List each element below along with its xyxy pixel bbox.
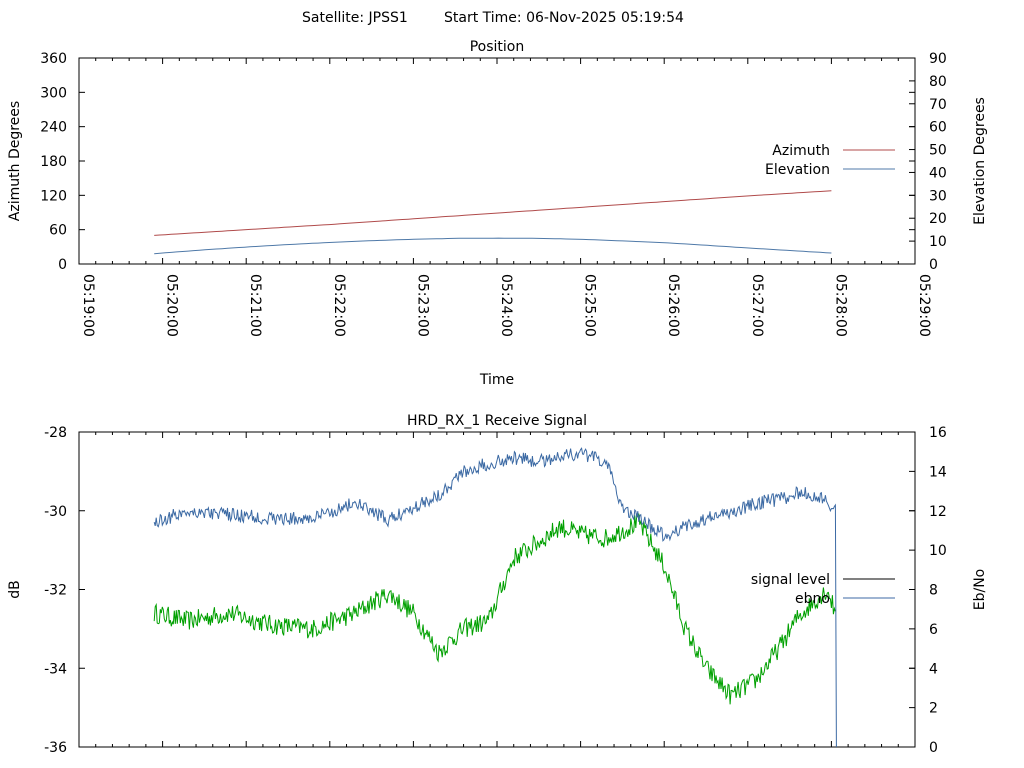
y-tick-label: -36 <box>44 740 67 756</box>
y2-tick-label: 10 <box>929 543 947 559</box>
x-tick-label: 05:28:00 <box>832 274 848 337</box>
y2-tick-label: 14 <box>929 464 947 480</box>
y2-axis-label: Elevation Degrees <box>972 97 988 225</box>
y-tick-label: -30 <box>44 504 67 520</box>
legend-label: Azimuth <box>772 143 830 159</box>
y2-tick-label: 0 <box>929 257 938 273</box>
y-tick-label: 180 <box>40 154 67 170</box>
y2-tick-label: 70 <box>929 97 947 113</box>
x-tick-label: 05:22:00 <box>331 274 347 337</box>
y2-tick-label: 30 <box>929 188 947 204</box>
x-tick-label: 05:26:00 <box>665 274 681 337</box>
y-tick-label: 60 <box>49 223 67 239</box>
y2-tick-label: 4 <box>929 661 938 677</box>
y2-tick-label: 50 <box>929 143 947 159</box>
y2-tick-label: 20 <box>929 211 947 227</box>
y-axis-label: dB <box>7 580 23 599</box>
y2-tick-label: 8 <box>929 583 938 599</box>
x-tick-label: 05:29:00 <box>916 274 932 337</box>
x-axis-label: Time <box>479 372 514 388</box>
y-tick-label: -32 <box>44 583 67 599</box>
series-line-elevation <box>154 237 832 255</box>
x-tick-label: 05:21:00 <box>247 274 263 337</box>
plot-frame <box>78 431 916 748</box>
y-tick-label: -34 <box>44 661 67 677</box>
y-tick-label: -28 <box>44 425 67 441</box>
header-satellite: Satellite: JPSS1 <box>302 10 408 26</box>
x-tick-label: 05:24:00 <box>498 274 514 337</box>
x-tick-label: 05:19:00 <box>80 274 96 337</box>
y2-tick-label: 16 <box>929 425 947 441</box>
y-tick-label: 0 <box>58 257 67 273</box>
y2-tick-label: 6 <box>929 622 938 638</box>
series-line-azimuth <box>154 190 832 236</box>
chart-title: Position <box>470 39 525 55</box>
x-tick-label: 05:20:00 <box>164 274 180 337</box>
y2-tick-label: 80 <box>929 74 947 90</box>
y2-axis-label: Eb/No <box>972 569 988 611</box>
y-tick-label: 300 <box>40 85 67 101</box>
position-chart: Position 0 60 120 180 240 300 360 0 10 20 30 40 50 60 7… <box>7 39 988 388</box>
x-tick-label: 05:23:00 <box>414 274 430 337</box>
receive-signal-chart: HRD_RX_1 Receive Signal -36 -34 -32 -30 -28 0 2… <box>7 413 988 756</box>
chart-title: HRD_RX_1 Receive Signal <box>407 413 587 429</box>
legend-label: Elevation <box>765 162 830 178</box>
y2-tick-label: 90 <box>929 51 947 67</box>
y2-tick-label: 12 <box>929 504 947 520</box>
header-start-time: Start Time: 06-Nov-2025 05:19:54 <box>444 10 684 26</box>
y2-tick-label: 2 <box>929 701 938 717</box>
legend-label: ebno <box>795 591 830 607</box>
x-tick-label: 05:27:00 <box>749 274 765 337</box>
y-tick-label: 120 <box>40 188 67 204</box>
series-line-signal-level <box>153 512 836 705</box>
y-axis-label: Azimuth Degrees <box>7 101 23 221</box>
y2-tick-label: 40 <box>929 165 947 181</box>
legend-label: signal level <box>751 572 830 588</box>
y-tick-label: 360 <box>40 51 67 67</box>
plot-frame <box>78 57 916 265</box>
y2-tick-label: 60 <box>929 120 947 136</box>
y2-tick-label: 0 <box>929 740 938 756</box>
y-tick-label: 240 <box>40 120 67 136</box>
y2-tick-label: 10 <box>929 234 947 250</box>
series-line-ebno <box>153 447 837 748</box>
x-tick-label: 05:25:00 <box>582 274 598 337</box>
